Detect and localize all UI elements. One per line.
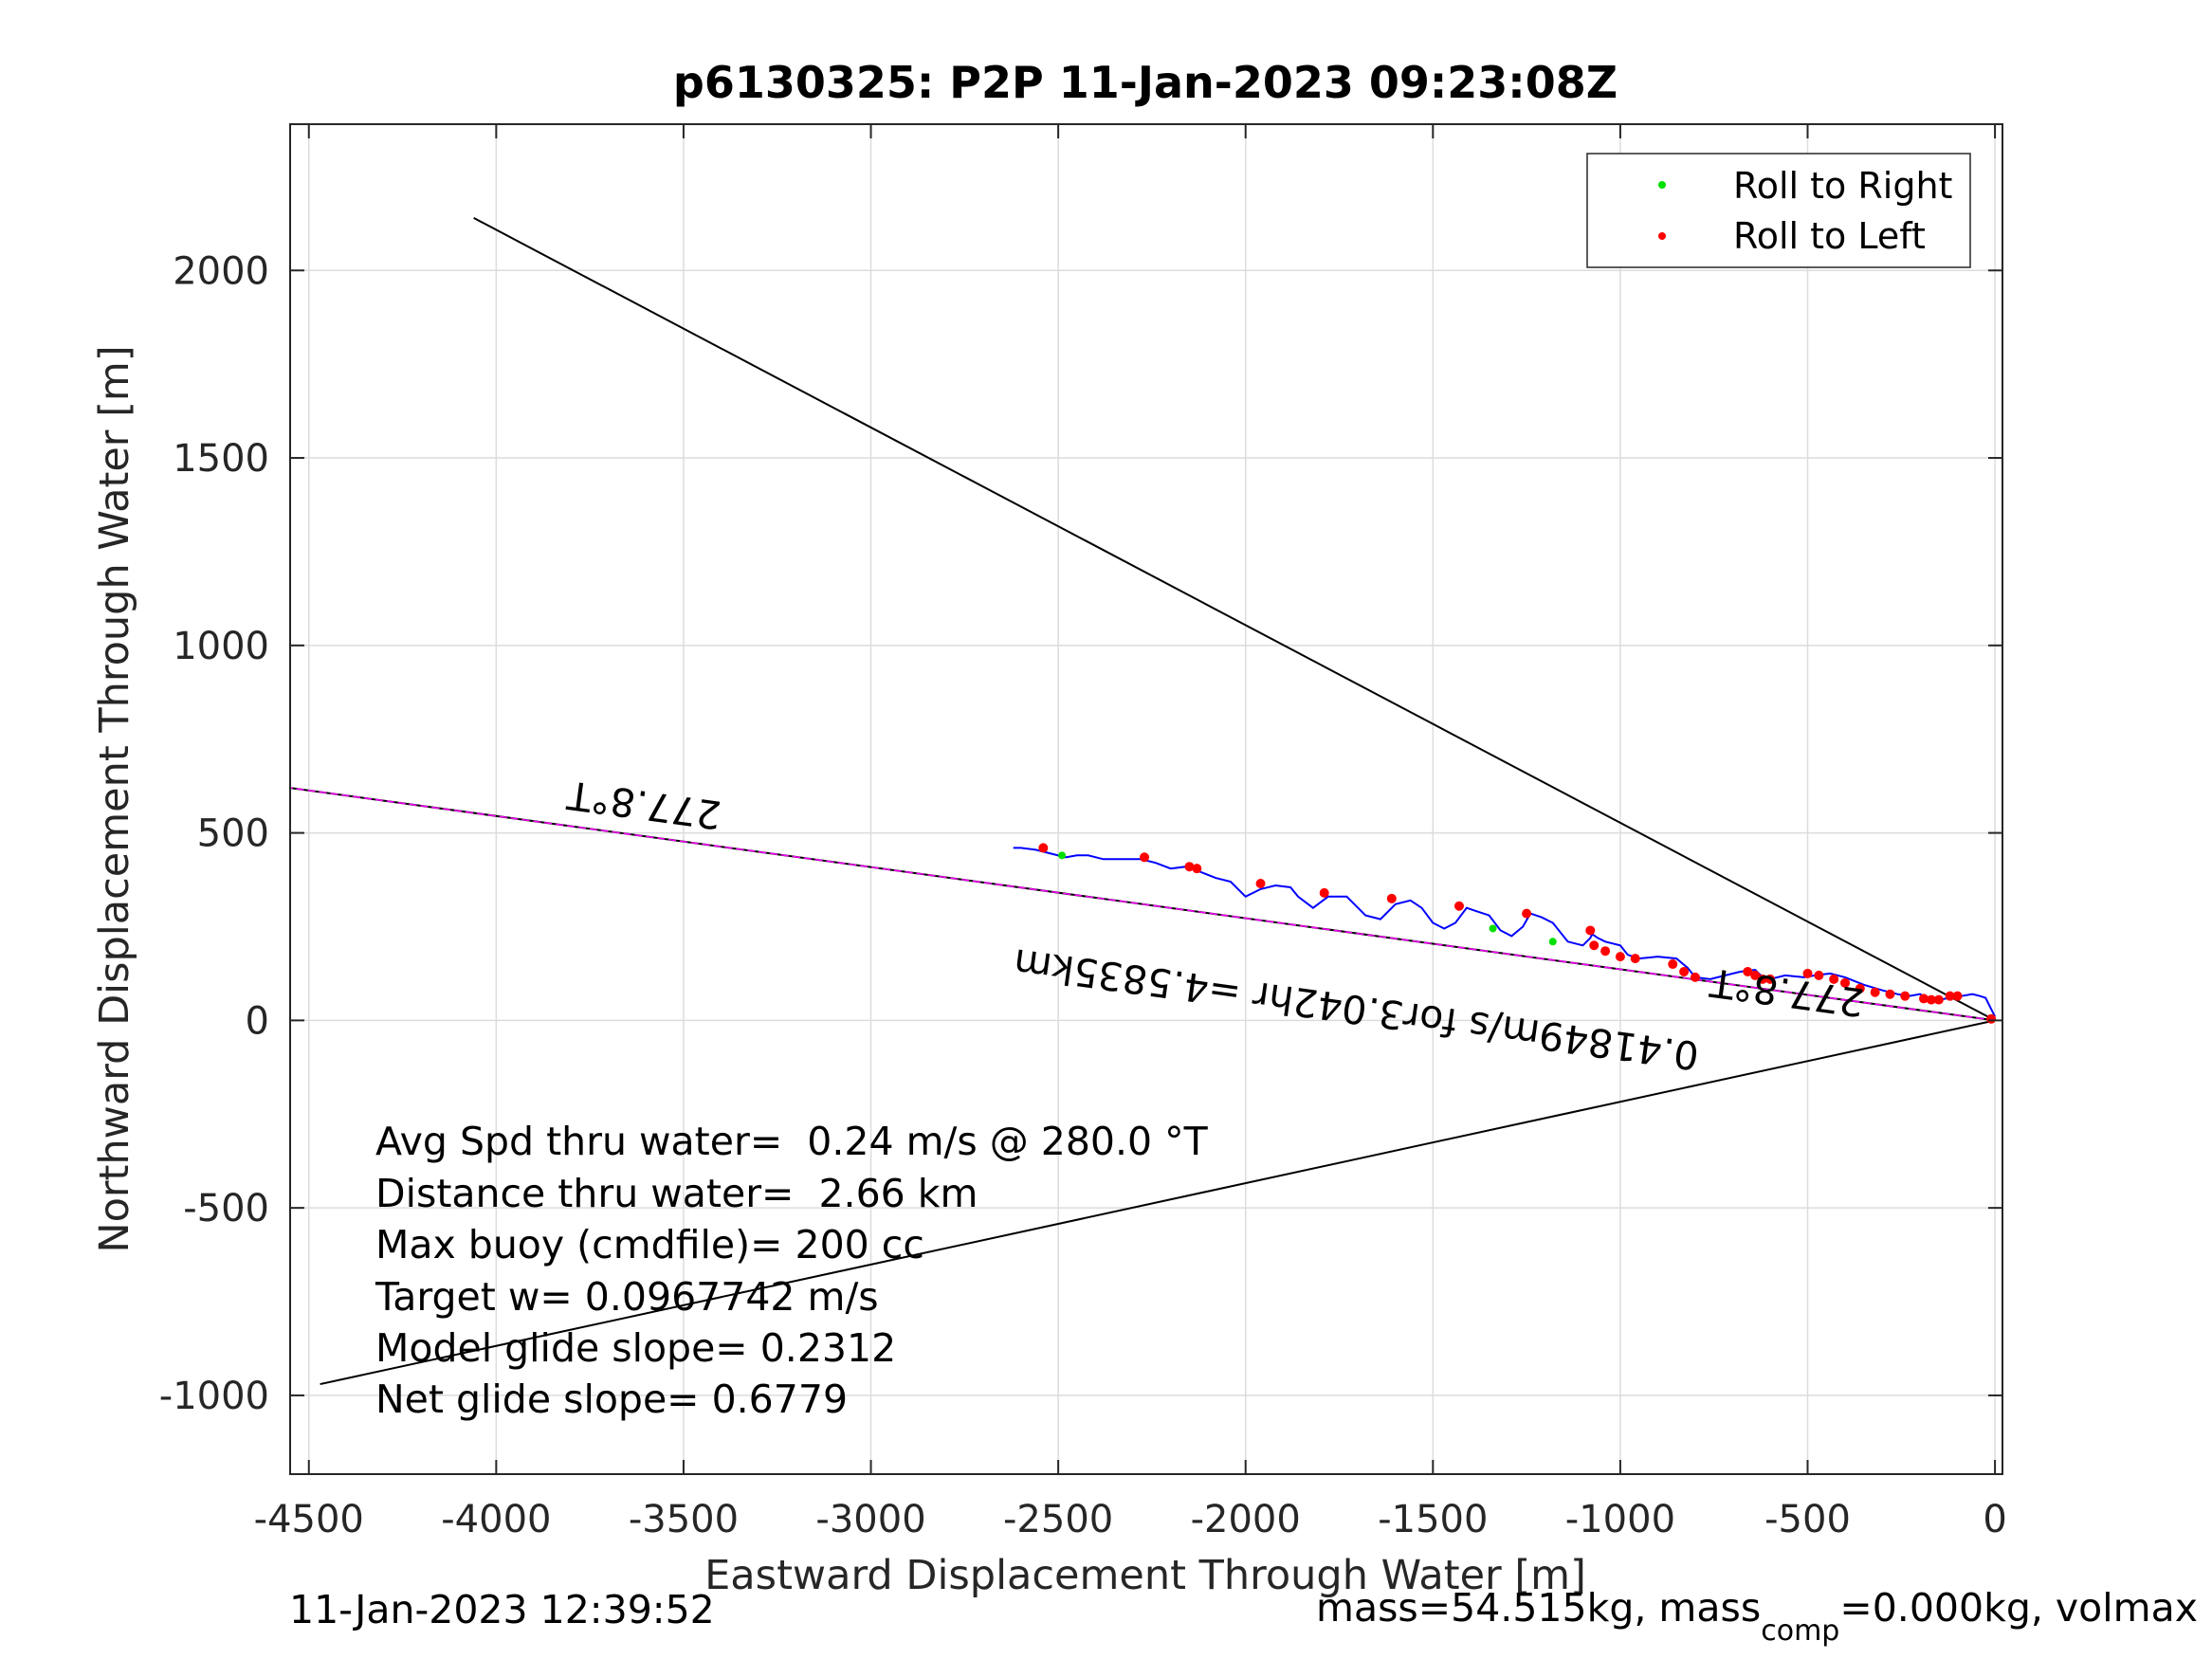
roll-left-point-10: [1840, 977, 1851, 988]
x-tick-label-9: 0: [1983, 1498, 2006, 1541]
roll-left-point-18: [1690, 972, 1700, 982]
y-tick-label-2: 0: [246, 999, 269, 1043]
roll-right-point-1: [1489, 924, 1497, 933]
roll-left-point-6: [1900, 991, 1910, 1001]
roll-left-point-21: [1630, 954, 1640, 964]
roll-left-point-24: [1589, 940, 1600, 951]
roll-left-point-0: [1986, 1013, 1997, 1024]
roll-left-point-32: [1184, 862, 1195, 872]
footer-mass: mass=54.515kg, masscomp=0.000kg, volmax: [1316, 1585, 2198, 1648]
stat-net-glide: Net glide slope= 0.6779: [375, 1376, 848, 1422]
roll-right-point-2: [1548, 938, 1557, 946]
roll-left-point-30: [1255, 879, 1266, 888]
reference-line-lower-bound: [320, 1019, 1996, 1386]
roll-left-point-12: [1814, 970, 1824, 980]
y-tick-label-1: -500: [183, 1187, 269, 1231]
footer-mass-prefix: mass=54.515kg, mass: [1316, 1585, 1761, 1631]
x-tick-label-8: -500: [1764, 1498, 1851, 1541]
y-tick-label-3: 500: [197, 812, 269, 856]
roll-points: [1038, 843, 1997, 1024]
roll-left-point-1: [1952, 991, 1963, 1001]
legend-label-roll-left: Roll to Left: [1733, 215, 1926, 257]
reference-line-heading-line-magenta: [289, 787, 1996, 1022]
reference-line-upper-bound: [473, 217, 1996, 1022]
roll-left-point-7: [1885, 989, 1895, 999]
roll-left-point-11: [1829, 974, 1839, 984]
stat-avg-speed: Avg Spd thru water= 0.24 m/s @ 280.0 °T: [375, 1119, 1209, 1164]
chart-title: p6130325: P2P 11-Jan-2023 09:23:08Z: [673, 57, 1618, 108]
roll-right-point-0: [1058, 851, 1067, 860]
plot-frame: [289, 123, 2003, 1475]
roll-left-point-34: [1038, 843, 1049, 853]
legend-box: [1586, 153, 1971, 268]
plot-background: [290, 124, 2002, 1474]
x-tick-label-6: -1500: [1378, 1498, 1488, 1541]
roll-left-point-9: [1855, 983, 1865, 994]
x-tick-label-5: -2000: [1191, 1498, 1301, 1541]
x-axis-label: Eastward Displacement Through Water [m]: [704, 1552, 1586, 1599]
axis-ticks: -4500 -4000 -3500 -3000 -2500 -2000 -1500 -1000…: [159, 124, 2007, 1541]
stat-distance: Distance thru water= 2.66 km: [375, 1171, 978, 1216]
legend-label-roll-right: Roll to Right: [1733, 165, 1952, 207]
x-tick-label-3: -3000: [815, 1498, 925, 1541]
roll-left-point-29: [1319, 887, 1329, 898]
stat-max-buoy: Max buoy (cmdfile)= 200 cc: [375, 1222, 924, 1267]
y-tick-label-6: 2000: [173, 249, 269, 293]
stat-target-w: Target w= 0.0967742 m/s: [375, 1274, 879, 1320]
roll-left-point-16: [1750, 970, 1761, 980]
stats-block: Avg Spd thru water= 0.24 m/s @ 280.0 °T …: [375, 1119, 1209, 1422]
legend-marker-roll-right: [1658, 181, 1666, 189]
y-tick-label-5: 1500: [173, 437, 269, 481]
grid-lines: [290, 124, 2002, 1474]
y-axis-label: Northward Displacement Through Water [m]: [91, 345, 138, 1252]
footer-mass-subscript: comp: [1761, 1614, 1839, 1648]
legend-marker-roll-left: [1658, 232, 1666, 240]
stat-model-glide: Model glide slope= 0.2312: [375, 1325, 896, 1371]
roll-left-point-31: [1192, 864, 1202, 874]
x-tick-label-0: -4500: [254, 1498, 364, 1541]
x-tick-label-7: -1000: [1565, 1498, 1675, 1541]
x-tick-label-1: -4000: [441, 1498, 551, 1541]
roll-left-point-28: [1386, 893, 1397, 903]
roll-left-point-17: [1743, 966, 1753, 976]
y-tick-label-4: 1000: [173, 625, 269, 668]
roll-left-point-13: [1802, 968, 1813, 978]
roll-left-point-26: [1522, 908, 1532, 919]
roll-left-point-4: [1926, 994, 1936, 1005]
roll-left-point-14: [1764, 974, 1775, 984]
roll-left-point-25: [1585, 925, 1596, 936]
roll-left-point-19: [1679, 966, 1690, 976]
x-tick-label-4: -2500: [1003, 1498, 1113, 1541]
roll-left-point-5: [1919, 994, 1929, 1004]
roll-left-point-27: [1453, 901, 1464, 911]
roll-left-point-33: [1140, 852, 1150, 863]
roll-left-point-2: [1945, 991, 1955, 1001]
reference-lines: [289, 217, 1996, 1386]
roll-left-point-22: [1615, 952, 1625, 962]
y-tick-label-0: -1000: [159, 1375, 269, 1418]
roll-left-point-20: [1668, 959, 1678, 970]
footer-mass-suffix: =0.000kg, volmax: [1839, 1585, 2198, 1631]
legend: Roll to Right Roll to Left: [1586, 153, 1971, 268]
roll-left-point-8: [1870, 987, 1880, 997]
roll-left-point-23: [1600, 946, 1611, 957]
x-tick-label-2: -3500: [629, 1498, 739, 1541]
footer-timestamp: 11-Jan-2023 12:39:52: [289, 1587, 715, 1632]
roll-left-point-3: [1933, 994, 1944, 1005]
roll-left-point-15: [1758, 974, 1768, 984]
